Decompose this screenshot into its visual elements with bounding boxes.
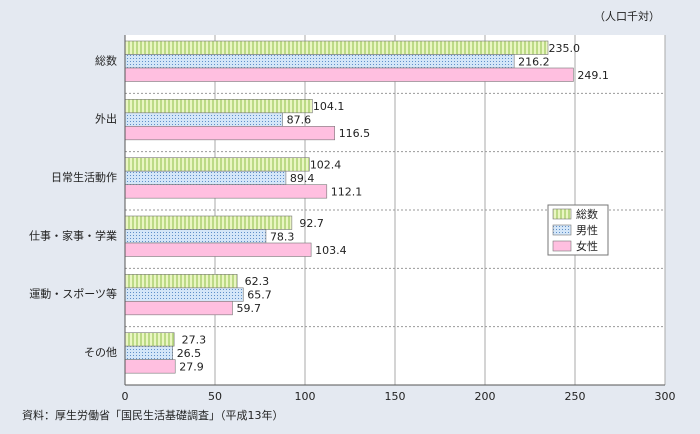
y-tick-label: 仕事・家事・学業 bbox=[29, 228, 117, 242]
value-label: 27.3 bbox=[182, 333, 207, 346]
value-label: 26.5 bbox=[177, 347, 202, 360]
bar bbox=[124, 40, 549, 55]
value-label: 102.4 bbox=[310, 158, 342, 171]
legend-swatch bbox=[552, 240, 572, 252]
value-label: 249.1 bbox=[577, 69, 609, 82]
bar bbox=[124, 112, 283, 127]
bar bbox=[124, 359, 176, 374]
y-tick-label: 外出 bbox=[95, 112, 117, 126]
bar bbox=[124, 170, 287, 185]
legend-label: 女性 bbox=[576, 239, 598, 253]
x-tick-label: 300 bbox=[655, 390, 676, 403]
value-label: 104.1 bbox=[313, 100, 345, 113]
bar bbox=[124, 215, 293, 230]
y-tick-label: 日常生活動作 bbox=[51, 170, 117, 184]
bar bbox=[124, 274, 238, 289]
bar bbox=[124, 229, 267, 244]
bar bbox=[124, 301, 233, 316]
x-tick-label: 50 bbox=[208, 390, 222, 403]
x-tick-label: 200 bbox=[475, 390, 496, 403]
value-label: 92.7 bbox=[299, 217, 324, 230]
unit-label: （人口千対） bbox=[594, 9, 660, 23]
legend-swatch bbox=[552, 208, 572, 220]
bar bbox=[124, 332, 175, 347]
bar bbox=[124, 157, 310, 172]
bar bbox=[124, 54, 515, 69]
source-note: 資料：厚生労働省「国民生活基礎調査」（平成13年） bbox=[22, 408, 284, 422]
x-tick-label: 250 bbox=[565, 390, 586, 403]
x-tick-label: 0 bbox=[122, 390, 129, 403]
value-label: 216.2 bbox=[518, 55, 550, 68]
value-label: 65.7 bbox=[247, 289, 272, 302]
bar bbox=[124, 126, 335, 141]
bar bbox=[124, 184, 328, 199]
value-label: 116.5 bbox=[339, 127, 371, 140]
value-label: 27.9 bbox=[179, 360, 204, 373]
x-tick-label: 150 bbox=[385, 390, 406, 403]
x-tick-label: 100 bbox=[295, 390, 316, 403]
y-tick-label: その他 bbox=[84, 346, 117, 359]
legend-label: 男性 bbox=[576, 223, 598, 237]
value-label: 59.7 bbox=[236, 302, 261, 315]
legend-swatch bbox=[552, 224, 572, 236]
bar bbox=[124, 345, 174, 360]
value-label: 89.4 bbox=[290, 172, 315, 185]
y-tick-label: 運動・スポーツ等 bbox=[29, 287, 117, 301]
value-label: 235.0 bbox=[549, 42, 581, 55]
legend-label: 総数 bbox=[576, 207, 598, 221]
value-label: 87.6 bbox=[287, 114, 312, 127]
bar bbox=[124, 67, 574, 82]
value-label: 112.1 bbox=[331, 185, 363, 198]
value-label: 103.4 bbox=[315, 244, 347, 257]
value-label: 78.3 bbox=[270, 230, 295, 243]
bar bbox=[124, 242, 312, 257]
y-tick-label: 総数 bbox=[95, 53, 117, 67]
bar bbox=[124, 99, 313, 114]
value-label: 62.3 bbox=[245, 275, 270, 288]
bar bbox=[124, 287, 244, 302]
